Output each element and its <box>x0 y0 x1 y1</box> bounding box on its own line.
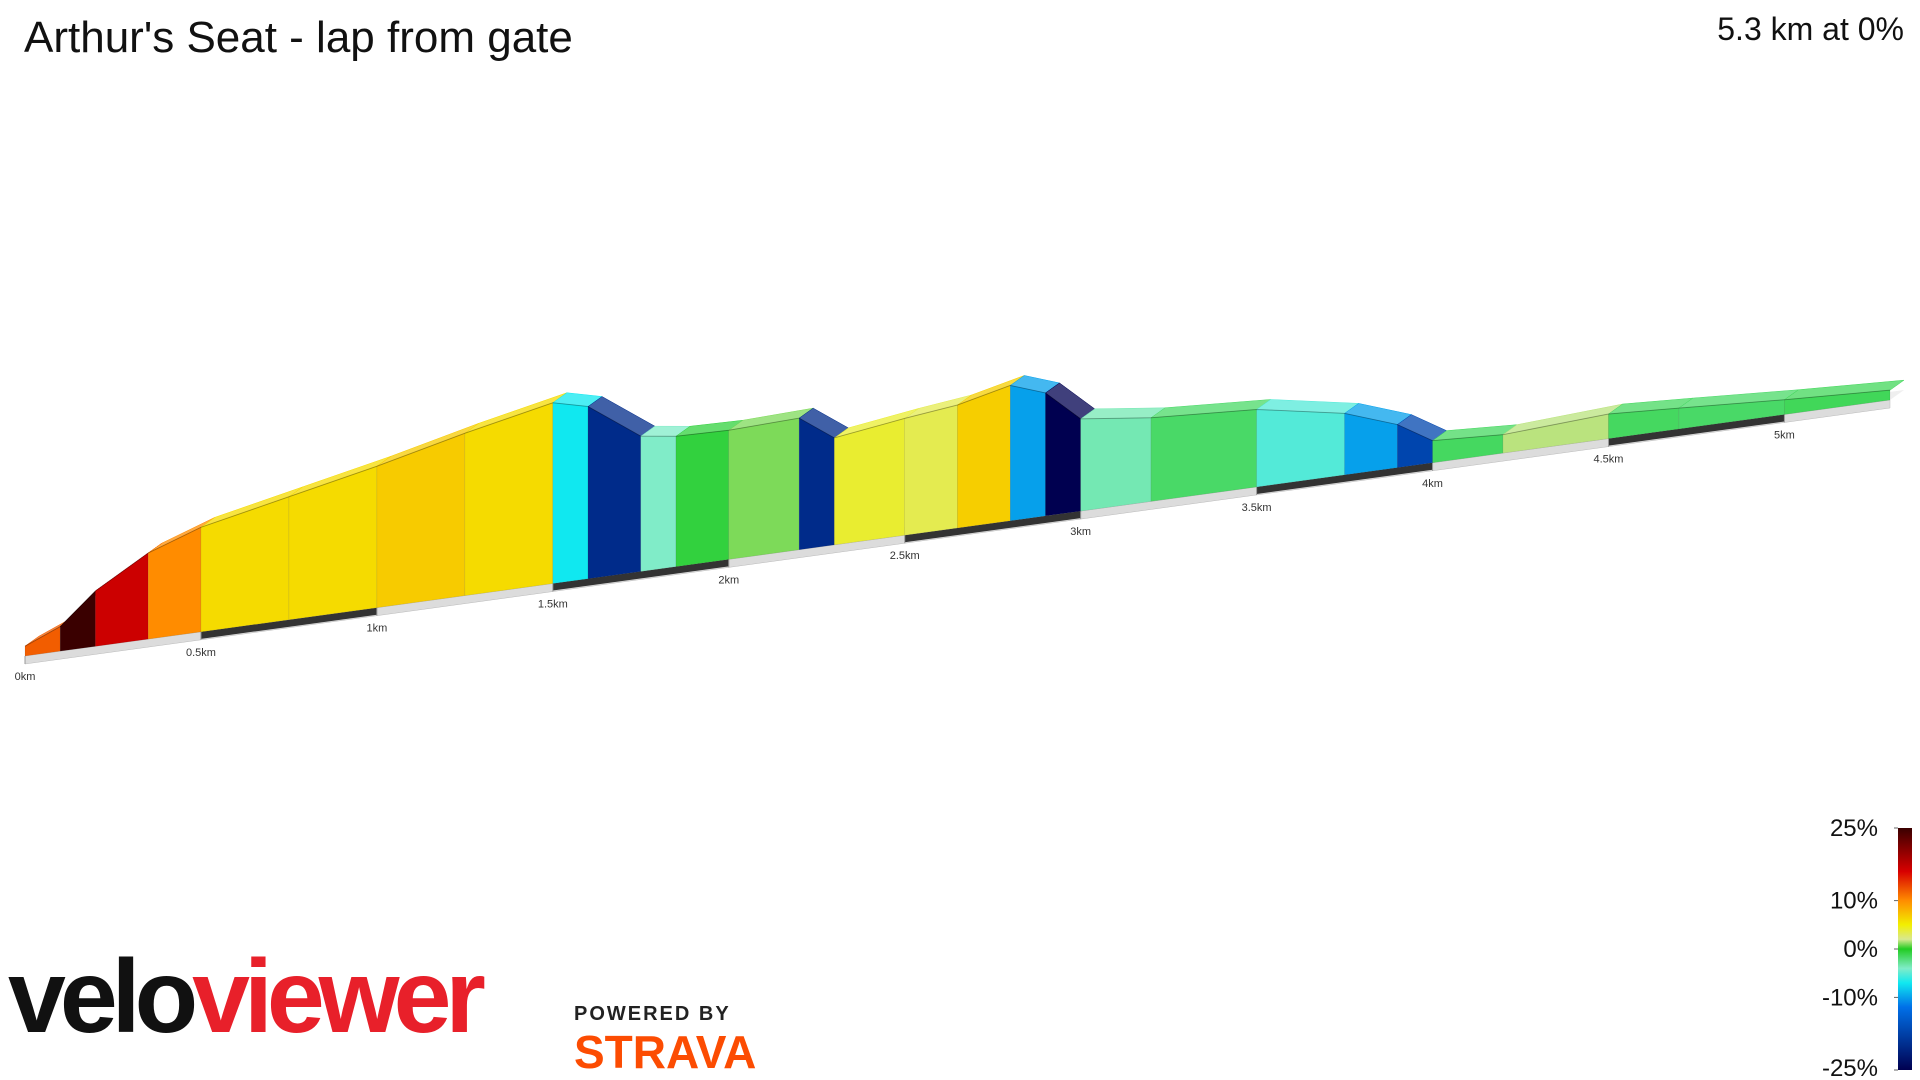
profile-segment <box>587 406 642 580</box>
colorbar-label: -10% <box>1822 984 1878 1011</box>
x-tick-label: 1.5km <box>538 599 568 611</box>
profile-top <box>1783 379 1905 401</box>
profile-segment <box>834 418 905 546</box>
chart-subtitle: 5.3 km at 0% <box>1717 11 1904 47</box>
x-tick-label: 2.5km <box>890 550 920 562</box>
km-band <box>200 607 377 639</box>
colorbar-scale <box>1898 828 1912 1070</box>
profile-segment <box>957 385 1011 529</box>
profile-outline <box>24 384 1891 647</box>
profile-segment <box>1256 409 1345 488</box>
x-tick-label: 3km <box>1070 526 1091 538</box>
colorbar-label: 25% <box>1830 815 1878 842</box>
profile-segment <box>24 626 61 657</box>
logo-part: velo <box>8 939 195 1055</box>
x-tick-label: 0km <box>15 671 36 683</box>
colorbar-label: 10% <box>1830 888 1878 915</box>
profile-segment <box>1784 389 1891 415</box>
profile-segment <box>95 552 149 647</box>
x-tick-label: 3.5km <box>1242 502 1272 514</box>
x-tick-label: 0.5km <box>186 647 216 659</box>
km-band <box>1256 462 1433 494</box>
km-band <box>904 511 1081 543</box>
plot: 0km 0.5km 1km 1.5km 2km 2.5km 3km 3.5km 4km 4.5km… <box>15 375 1905 683</box>
profile-segment <box>675 429 730 567</box>
profile-segment <box>904 404 958 536</box>
x-tick-label: 5km <box>1774 429 1795 441</box>
profile-segment <box>1150 409 1257 502</box>
profile-segment <box>200 496 290 633</box>
strava-logo: STRAVA <box>574 1026 756 1078</box>
profile-segment <box>552 402 589 584</box>
profile-segment <box>1080 417 1152 512</box>
km-band <box>552 559 729 591</box>
logo-part: viewer <box>192 939 484 1055</box>
logo: veloviewer <box>8 939 484 1055</box>
x-tick-label: 2km <box>718 574 739 586</box>
colorbar-label: -25% <box>1822 1055 1878 1080</box>
x-tick-label: 1km <box>366 623 387 635</box>
profile-segment <box>464 402 554 596</box>
profile-segment <box>798 417 835 551</box>
colorbar-label: 0% <box>1843 936 1878 963</box>
profile-segment <box>147 526 202 640</box>
profile-segment <box>728 417 800 560</box>
colorbar: 25% 10% 0% -10% -25% <box>1822 815 1912 1080</box>
profile-segment <box>640 435 677 572</box>
x-tick-label: 4.5km <box>1594 454 1624 466</box>
chart-title: Arthur's Seat - lap from gate <box>24 13 573 62</box>
km-band <box>1608 414 1785 446</box>
x-tick-label: 4km <box>1422 478 1443 490</box>
powered-by: POWERED BY <box>574 1003 731 1025</box>
profile-segment <box>1010 385 1046 522</box>
